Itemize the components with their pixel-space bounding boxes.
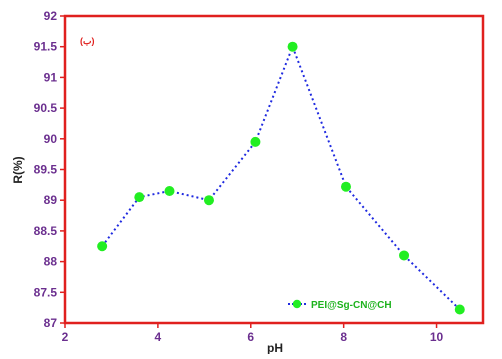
data-point bbox=[287, 41, 298, 52]
x-axis-title: pH bbox=[267, 341, 283, 354]
y-tick-label: 90 bbox=[44, 132, 58, 146]
x-tick-label: 8 bbox=[340, 330, 347, 344]
y-tick-label: 91.5 bbox=[34, 40, 58, 54]
legend-label: PEI@Sg-CN@CH bbox=[311, 300, 392, 311]
data-point bbox=[399, 250, 410, 261]
series-layer bbox=[97, 41, 465, 315]
plot-frame bbox=[63, 14, 485, 325]
data-point bbox=[250, 136, 261, 147]
y-tick-label: 90.5 bbox=[34, 101, 58, 115]
y-tick-label: 89.5 bbox=[34, 163, 58, 177]
data-point bbox=[164, 185, 175, 196]
y-tick-label: 87 bbox=[44, 316, 58, 330]
x-axis: 2 4 6 8 10 bbox=[62, 323, 444, 344]
x-tick-label: 4 bbox=[155, 330, 162, 344]
y-tick-label: 89 bbox=[44, 193, 58, 207]
y-axis-title: R(%) bbox=[11, 156, 25, 183]
x-tick-label: 6 bbox=[247, 330, 254, 344]
data-point bbox=[97, 241, 108, 252]
legend: PEI@Sg-CN@CH bbox=[288, 299, 392, 311]
y-tick-label: 88.5 bbox=[34, 224, 58, 238]
data-point bbox=[203, 195, 214, 206]
series-line bbox=[101, 43, 461, 311]
data-point bbox=[134, 192, 145, 203]
data-point bbox=[340, 181, 351, 192]
y-tick-label: 87.5 bbox=[34, 285, 58, 299]
x-tick-label: 10 bbox=[430, 330, 444, 344]
panel-label: (ب) bbox=[80, 36, 94, 47]
y-tick-label: 91 bbox=[44, 70, 58, 84]
y-axis: 87 87.5 88 88.5 89 89.5 90 90.5 91 91.5 92 bbox=[34, 9, 65, 330]
legend-marker bbox=[292, 299, 302, 309]
data-point bbox=[454, 304, 465, 315]
y-tick-label: 88 bbox=[44, 255, 58, 269]
x-tick-label: 2 bbox=[62, 330, 69, 344]
y-tick-label: 92 bbox=[44, 9, 58, 23]
